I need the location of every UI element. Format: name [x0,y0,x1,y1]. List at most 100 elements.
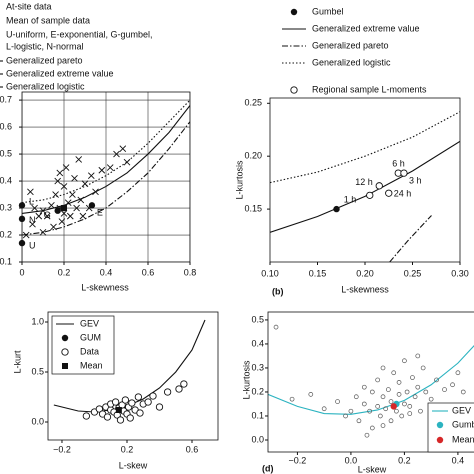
circle-marker [450,382,455,388]
curve [22,105,190,214]
circle-marker [369,389,375,395]
circle-marker [128,399,136,407]
circle-marker [369,425,375,431]
circle-marker [375,182,383,190]
x-tick-label: 0.2 [121,444,134,454]
circle-marker [412,394,418,400]
y-tick-label: 0.25 [244,98,262,108]
circle-marker [399,413,405,419]
x-marker [119,145,127,152]
circle-marker [388,399,394,404]
circle-marker [396,380,402,385]
x-tick-label: 0.2 [398,455,411,465]
curve [22,121,190,236]
x-stroke [60,210,68,217]
x-marker [31,204,38,212]
circle-marker [61,348,69,356]
x-marker [43,212,51,220]
x-marker [98,166,106,174]
x-stroke [81,180,89,188]
x-tick-label: 0.20 [356,268,374,278]
circle-marker [434,377,439,383]
point-label: L [29,197,34,207]
x-marker [27,188,34,196]
circle-marker [407,404,413,409]
curve [268,344,474,415]
x-marker [113,150,120,158]
legend-label: GEV [452,405,471,415]
x-stroke [62,164,70,171]
x-marker [58,218,66,225]
x-stroke [48,202,55,209]
dot-marker [88,202,96,209]
x-marker [29,220,36,228]
x-stroke [75,156,83,163]
dot-marker [61,334,69,342]
circle-marker [380,365,386,371]
y-tick-label: 0.3 [251,362,264,372]
y-tick-label: 0.4 [0,175,12,185]
circle-marker [155,403,164,411]
x-tick-label: 0.6 [142,267,155,277]
circle-marker [353,394,359,400]
x-tick-label: 0 [19,267,24,277]
circle-marker [377,413,383,419]
y-tick-label: 0.5 [0,148,12,158]
circle-marker [103,413,112,421]
circle-marker [273,324,279,330]
x-tick-label: 0.6 [186,444,199,454]
x-marker [56,169,64,177]
x-stroke [58,218,66,225]
x-marker [35,212,43,220]
x-stroke [119,145,127,152]
dot-marker [18,202,26,209]
circle-marker [415,353,421,359]
circle-marker [428,396,434,402]
point-label: 1 h [344,195,357,205]
dot-marker [290,8,298,16]
x-stroke [54,177,62,185]
circle-marker [423,389,429,395]
circle-marker [361,401,367,407]
curve [389,215,432,262]
y-tick-label: 0.2 [251,386,264,396]
x-stroke [35,212,43,220]
legend-label: U-uniform, E-exponential, G-gumbel, [6,29,153,39]
x-marker [62,164,70,171]
x-stroke [73,204,80,212]
square-marker [61,205,67,212]
x-stroke [77,196,85,204]
circle-marker [442,387,447,392]
plot-area [22,92,190,262]
x-tick-label: 0.2 [58,267,71,277]
x-marker [39,228,47,236]
x-stroke [39,207,47,215]
x-marker [106,164,114,171]
x-stroke [31,204,38,212]
y-axis-label: L-kurtosis [234,160,244,200]
dot-marker [436,421,444,429]
x-stroke [60,183,68,190]
x-tick-label: 0.30 [451,268,469,278]
legend-label: Data [80,346,99,356]
panel-label: (d) [262,463,274,473]
x-stroke [92,188,99,196]
curve [270,140,460,233]
x-stroke [22,231,30,239]
legend-label: Gumbel [452,419,474,429]
x-tick-label: 0.10 [261,268,279,278]
circle-marker [289,396,295,402]
x-stroke [50,223,57,231]
circle-marker [391,370,397,376]
dot-marker [436,436,444,444]
circle-marker [400,169,408,177]
circle-marker [404,389,410,395]
plot-area [268,344,474,415]
circle-marker [402,401,407,407]
x-marker [50,223,57,231]
dot-marker [18,215,26,223]
x-stroke [43,212,51,220]
circle-marker [95,405,104,413]
x-stroke [39,228,47,236]
